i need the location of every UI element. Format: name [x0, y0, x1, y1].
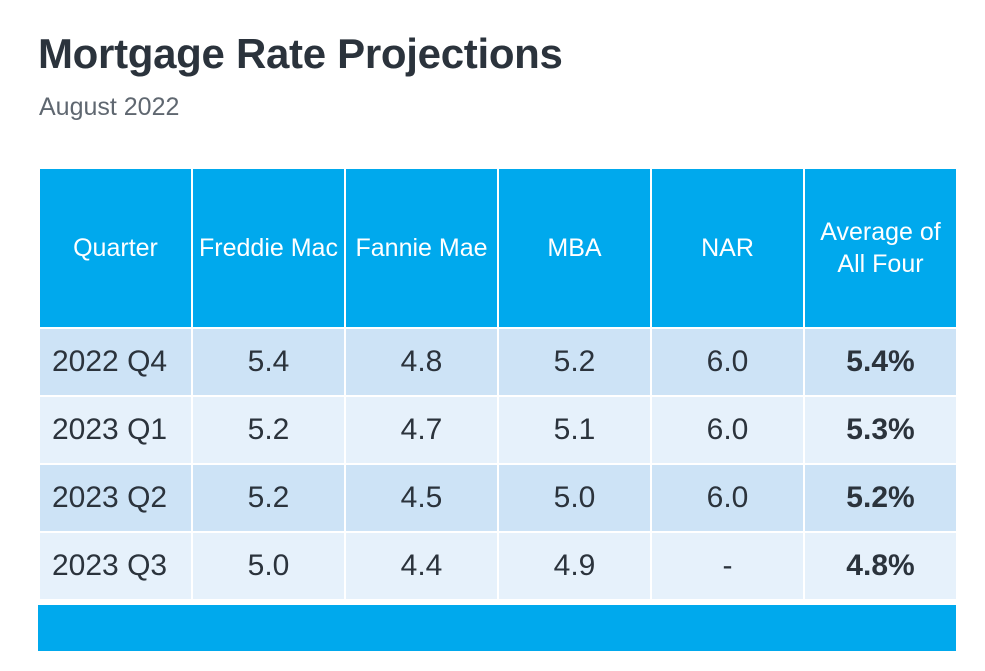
- cell-quarter: 2023 Q3: [38, 531, 193, 601]
- table-footer-bar: [38, 605, 956, 651]
- cell-nar: 6.0: [650, 463, 805, 533]
- cell-nar: 6.0: [650, 395, 805, 465]
- header-quarter: Quarter: [38, 167, 193, 329]
- cell-freddie-mac: 5.0: [191, 531, 346, 601]
- table-row: 2023 Q2 5.2 4.5 5.0 6.0 5.2%: [38, 463, 958, 533]
- cell-fannie-mae: 4.7: [344, 395, 499, 465]
- table-header: Quarter Freddie Mac Fannie Mae MBA NAR A…: [38, 167, 958, 329]
- table-row: 2023 Q1 5.2 4.7 5.1 6.0 5.3%: [38, 395, 958, 465]
- page-title: Mortgage Rate Projections: [38, 30, 563, 77]
- cell-nar: 6.0: [650, 327, 805, 397]
- cell-freddie-mac: 5.4: [191, 327, 346, 397]
- table-body: 2022 Q4 5.4 4.8 5.2 6.0 5.4% 2023 Q1 5.2…: [38, 327, 958, 601]
- cell-nar: -: [650, 531, 805, 601]
- cell-quarter: 2022 Q4: [38, 327, 193, 397]
- header-row: Quarter Freddie Mac Fannie Mae MBA NAR A…: [38, 167, 958, 329]
- cell-fannie-mae: 4.4: [344, 531, 499, 601]
- cell-average: 5.3%: [803, 395, 958, 465]
- cell-mba: 5.1: [497, 395, 652, 465]
- cell-fannie-mae: 4.5: [344, 463, 499, 533]
- table-row: 2022 Q4 5.4 4.8 5.2 6.0 5.4%: [38, 327, 958, 397]
- cell-mba: 5.2: [497, 327, 652, 397]
- cell-mba: 4.9: [497, 531, 652, 601]
- header-mba: MBA: [497, 167, 652, 329]
- cell-freddie-mac: 5.2: [191, 395, 346, 465]
- cell-freddie-mac: 5.2: [191, 463, 346, 533]
- cell-quarter: 2023 Q1: [38, 395, 193, 465]
- header-fannie-mae: Fannie Mae: [344, 167, 499, 329]
- cell-fannie-mae: 4.8: [344, 327, 499, 397]
- header-nar: NAR: [650, 167, 805, 329]
- cell-average: 4.8%: [803, 531, 958, 601]
- cell-average: 5.4%: [803, 327, 958, 397]
- cell-mba: 5.0: [497, 463, 652, 533]
- header-average: Average of All Four: [803, 167, 958, 329]
- cell-quarter: 2023 Q2: [38, 463, 193, 533]
- table-row: 2023 Q3 5.0 4.4 4.9 - 4.8%: [38, 531, 958, 601]
- cell-average: 5.2%: [803, 463, 958, 533]
- projections-table: Quarter Freddie Mac Fannie Mae MBA NAR A…: [38, 167, 958, 601]
- header-freddie-mac: Freddie Mac: [191, 167, 346, 329]
- projections-table-container: Quarter Freddie Mac Fannie Mae MBA NAR A…: [38, 167, 958, 657]
- page-subtitle: August 2022: [39, 93, 180, 121]
